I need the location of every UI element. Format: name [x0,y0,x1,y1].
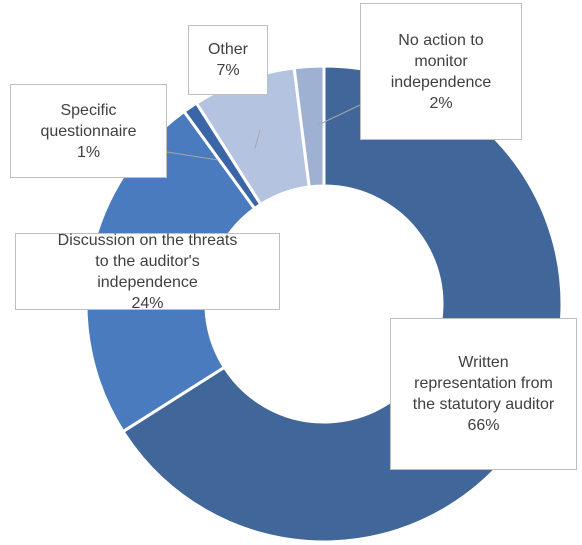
data-label: Written representation from the statutor… [390,318,577,470]
label-value: 66% [467,417,500,434]
label-category: Other [207,41,248,58]
data-label: Other 7% [188,25,268,95]
label-value: 2% [429,94,453,112]
donut-slice [292,64,326,189]
data-label: Specific questionnaire 1% [10,84,167,178]
data-label: No action to monitor independence 2% [360,3,522,140]
label-category: Written representation from the statutor… [412,354,555,413]
leader-line [254,129,261,149]
data-label: Discussion on the threats to the auditor… [15,231,280,312]
label-category: No action to monitor independence [390,31,492,91]
label-category: Specific questionnaire [40,101,137,140]
label-value: 1% [76,143,101,161]
label-category: Discussion on the threats to the auditor… [57,231,238,291]
label-value: 24% [131,294,164,312]
leader-line [317,104,361,126]
leader-line [166,151,219,161]
label-value: 7% [216,62,240,79]
